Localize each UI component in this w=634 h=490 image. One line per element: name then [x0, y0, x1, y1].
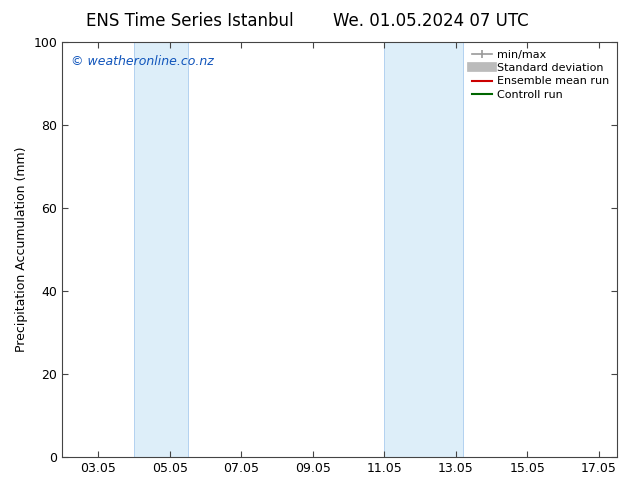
Y-axis label: Precipitation Accumulation (mm): Precipitation Accumulation (mm) — [15, 147, 28, 352]
Text: © weatheronline.co.nz: © weatheronline.co.nz — [70, 54, 214, 68]
Text: We. 01.05.2024 07 UTC: We. 01.05.2024 07 UTC — [333, 12, 529, 30]
Legend: min/max, Standard deviation, Ensemble mean run, Controll run: min/max, Standard deviation, Ensemble me… — [468, 46, 614, 104]
Bar — [384, 42, 463, 457]
Bar — [134, 42, 188, 457]
Text: ENS Time Series Istanbul: ENS Time Series Istanbul — [86, 12, 294, 30]
